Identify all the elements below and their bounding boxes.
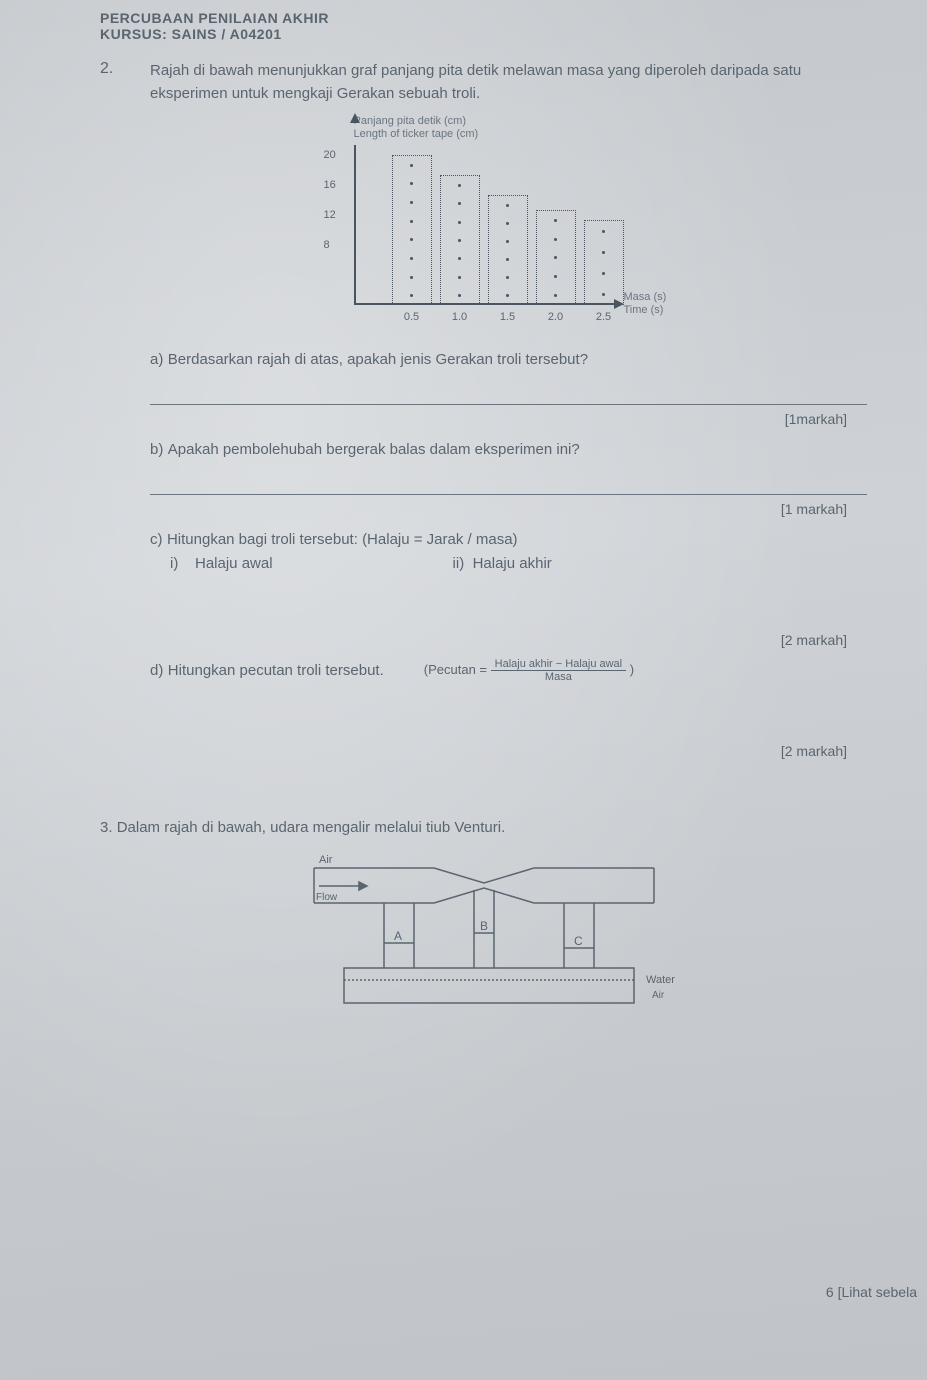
q2a-text: Berdasarkan rajah di atas, apakah jenis … bbox=[168, 351, 588, 368]
q2d-formula: (Pecutan = Halaju akhir − Halaju awal Ma… bbox=[424, 658, 634, 683]
q2b-label: b) bbox=[150, 441, 163, 458]
y-tick: 12 bbox=[324, 209, 336, 221]
q3-text: Dalam rajah di bawah, udara mengalir mel… bbox=[117, 819, 506, 836]
venturi-air2: Air bbox=[652, 990, 665, 1001]
venturi-B: B bbox=[480, 919, 488, 933]
venturi-diagram: Air Flow A B C Water Air bbox=[100, 848, 867, 1018]
bar-chart: Panjang pita detik (cm) Length of ticker… bbox=[100, 115, 867, 335]
header-line-2: KURSUS: SAINS / A04201 bbox=[100, 26, 867, 42]
venturi-air-label: Air bbox=[319, 854, 333, 866]
venturi-water: Water bbox=[646, 974, 675, 986]
answer-line[interactable] bbox=[150, 387, 867, 405]
y-tick: 8 bbox=[324, 239, 330, 251]
answer-line[interactable] bbox=[150, 477, 867, 495]
x-tick: 0.5 bbox=[404, 311, 419, 323]
q3-number: 3. bbox=[100, 819, 113, 836]
q2b-text: Apakah pembolehubah bergerak balas dalam… bbox=[168, 441, 580, 458]
chart-bar bbox=[392, 155, 432, 305]
q2c-marks: [2 markah] bbox=[100, 632, 847, 648]
q2c-i-label: i) bbox=[170, 555, 178, 572]
venturi-A: A bbox=[394, 929, 402, 943]
q2c-ii-label: ii) bbox=[453, 555, 465, 572]
x-tick: 1.5 bbox=[500, 311, 515, 323]
x-tick: 2.0 bbox=[548, 311, 563, 323]
q2d-marks: [2 markah] bbox=[100, 743, 847, 759]
header-line-1: PERCUBAAN PENILAIAN AKHIR bbox=[100, 10, 867, 26]
chart-bar bbox=[536, 210, 576, 305]
q2d-label: d) bbox=[150, 662, 163, 679]
q2c-ii-text: Halaju akhir bbox=[473, 555, 552, 572]
y-tick: 20 bbox=[324, 149, 336, 161]
y-tick: 16 bbox=[324, 179, 336, 191]
page-corner-text: 6 [Lihat sebela bbox=[826, 1284, 917, 1300]
venturi-C: C bbox=[574, 934, 583, 948]
chart-x-label: Masa (s) Time (s) bbox=[624, 291, 704, 317]
venturi-flow-label: Flow bbox=[316, 892, 338, 903]
x-tick: 1.0 bbox=[452, 311, 467, 323]
q2c-text: Hitungkan bagi troli tersebut: (Halaju =… bbox=[167, 531, 518, 548]
q2-number: 2. bbox=[100, 60, 120, 105]
chart-y-label: Panjang pita detik (cm) Length of ticker… bbox=[354, 115, 654, 141]
q2b-marks: [1 markah] bbox=[100, 501, 847, 517]
q2c-i-text: Halaju awal bbox=[195, 555, 273, 572]
q2d-text: Hitungkan pecutan troli tersebut. bbox=[168, 662, 384, 679]
q2a-label: a) bbox=[150, 351, 163, 368]
q2-text: Rajah di bawah menunjukkan graf panjang … bbox=[150, 60, 867, 105]
y-axis-arrow bbox=[350, 113, 360, 123]
q2a-marks: [1markah] bbox=[100, 411, 847, 427]
chart-bar bbox=[584, 220, 624, 305]
chart-bar bbox=[440, 175, 480, 305]
chart-bar bbox=[488, 195, 528, 305]
q2c-label: c) bbox=[150, 531, 163, 548]
x-tick: 2.5 bbox=[596, 311, 611, 323]
